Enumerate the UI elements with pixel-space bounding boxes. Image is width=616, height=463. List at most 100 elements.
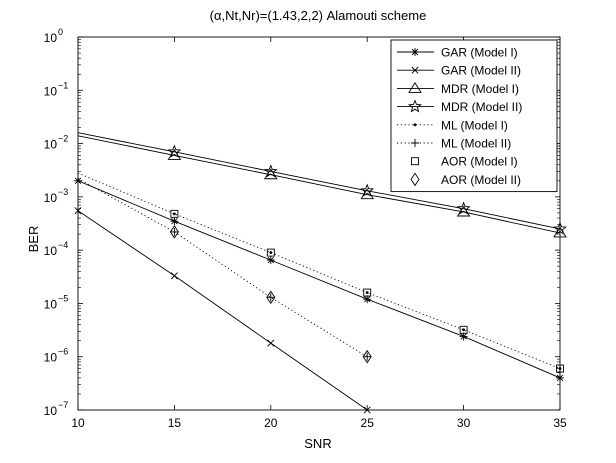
series-6-point [363,352,372,361]
legend-item-6-marker [411,139,419,147]
series-5-point [365,291,369,294]
legend-item-7-marker [411,157,419,166]
series-2-point [363,406,371,414]
series-1-point [363,295,372,304]
legend-box [390,39,558,193]
series-7-point [170,209,179,218]
series-2-point [267,339,275,347]
series-6 [78,178,368,358]
legend-item-6-label: ML (Model II) [441,137,511,151]
legend-item-2: GAR (Model II) [397,64,521,78]
legend-item-5: ML (Model I) [397,118,508,132]
legend-item-7: AOR (Model I) [411,155,518,169]
x-tick-label: 20 [264,416,278,430]
markers-layer [74,144,567,414]
x-tick-label: 30 [457,416,471,430]
y-axis-label: BER [26,226,41,253]
series-4 [78,132,560,230]
x-tick-label: 35 [553,416,567,430]
x-tick-label: 10 [71,416,85,430]
x-axis-label: SNR [304,436,331,451]
series-4-point [360,183,375,197]
legend-item-8-marker [410,172,420,187]
legend-item-4-label: MDR (Model II) [441,100,522,114]
series-5 [78,172,560,369]
legend-item-2-marker [411,66,419,74]
series-1-markers [74,176,564,382]
legend: GAR (Model I) GAR (Model II) MDR (Model I)… [390,39,558,193]
y-tick-label: 10 [44,297,58,311]
series-1-point [556,373,564,382]
legend-item-7-label: AOR (Model I) [441,155,518,169]
series-6-line [78,178,368,358]
series-6-point [170,227,179,236]
series-8-point [169,225,179,239]
legend-item-8-label: AOR (Model II) [441,173,521,187]
series-1 [78,180,560,379]
series-3-line [78,135,560,234]
series-7-markers [170,209,564,373]
series-4-markers [167,144,567,235]
series-1-point [170,217,179,226]
series-7-point [459,325,468,334]
series-4-line [78,132,560,230]
series-8-point [266,290,276,305]
series-4-point [167,144,182,158]
series-5-point [269,251,273,254]
x-tick-label: 25 [361,416,375,430]
series-1-point [459,332,468,341]
series-8-point [362,349,372,364]
legend-item-1-marker [411,48,419,56]
legend-item-2-label: GAR (Model II) [441,64,521,78]
series-7-point [556,364,564,373]
y-tick-exponent: −6 [58,347,68,357]
series-2-point [170,272,178,280]
series-5-markers [173,212,562,370]
y-tick-label: 10 [44,31,58,45]
legend-item-4-marker [408,99,422,113]
legend-item-5-marker [413,123,417,127]
y-tick-label: 10 [44,191,58,205]
series-1-line [78,180,560,379]
chart-title: (α,Nt,Nr)=(1.43,2,2) Alamouti scheme [210,8,427,23]
legend-item-3-label: MDR (Model I) [441,82,519,96]
y-tick-label: 10 [44,138,58,152]
legend-item-1: GAR (Model I) [397,46,518,60]
series-8-markers [169,225,372,364]
series-3 [78,135,560,234]
series-6-point [266,293,275,302]
series-7-point [363,288,372,297]
series-1-point [266,256,275,265]
series-6-markers [170,227,372,361]
series-7-point [266,248,275,257]
y-tick-exponent: −4 [58,240,68,250]
y-tick-exponent: −5 [58,293,68,303]
legend-item-1-label: GAR (Model I) [441,46,518,60]
series-4-point [263,164,278,178]
legend-item-6: ML (Model II) [397,137,511,151]
series-5-point [462,328,465,332]
y-tick-exponent: −3 [58,187,68,197]
y-tick-exponent: −7 [58,400,68,410]
y-tick-label: 10 [44,404,58,418]
series-4-point [553,221,567,235]
y-tick-label: 10 [44,351,58,365]
legend-item-3-marker [408,82,422,93]
series-2-line [78,210,368,410]
series-1-point [74,176,82,185]
legend-item-5-label: ML (Model I) [441,118,508,132]
y-tick-exponent: 0 [58,27,63,37]
series-5-point [558,367,562,370]
series-2-markers [74,207,371,414]
series-5-point [173,212,176,216]
legend-item-4: MDR (Model II) [397,99,522,114]
y-tick-label: 10 [44,244,58,258]
series-2 [78,210,368,410]
series-2-point [74,207,82,215]
series-4-point [456,201,471,215]
y-tick-label: 10 [44,84,58,98]
y-tick-exponent: −1 [58,80,68,90]
x-tick-label: 15 [168,416,182,430]
